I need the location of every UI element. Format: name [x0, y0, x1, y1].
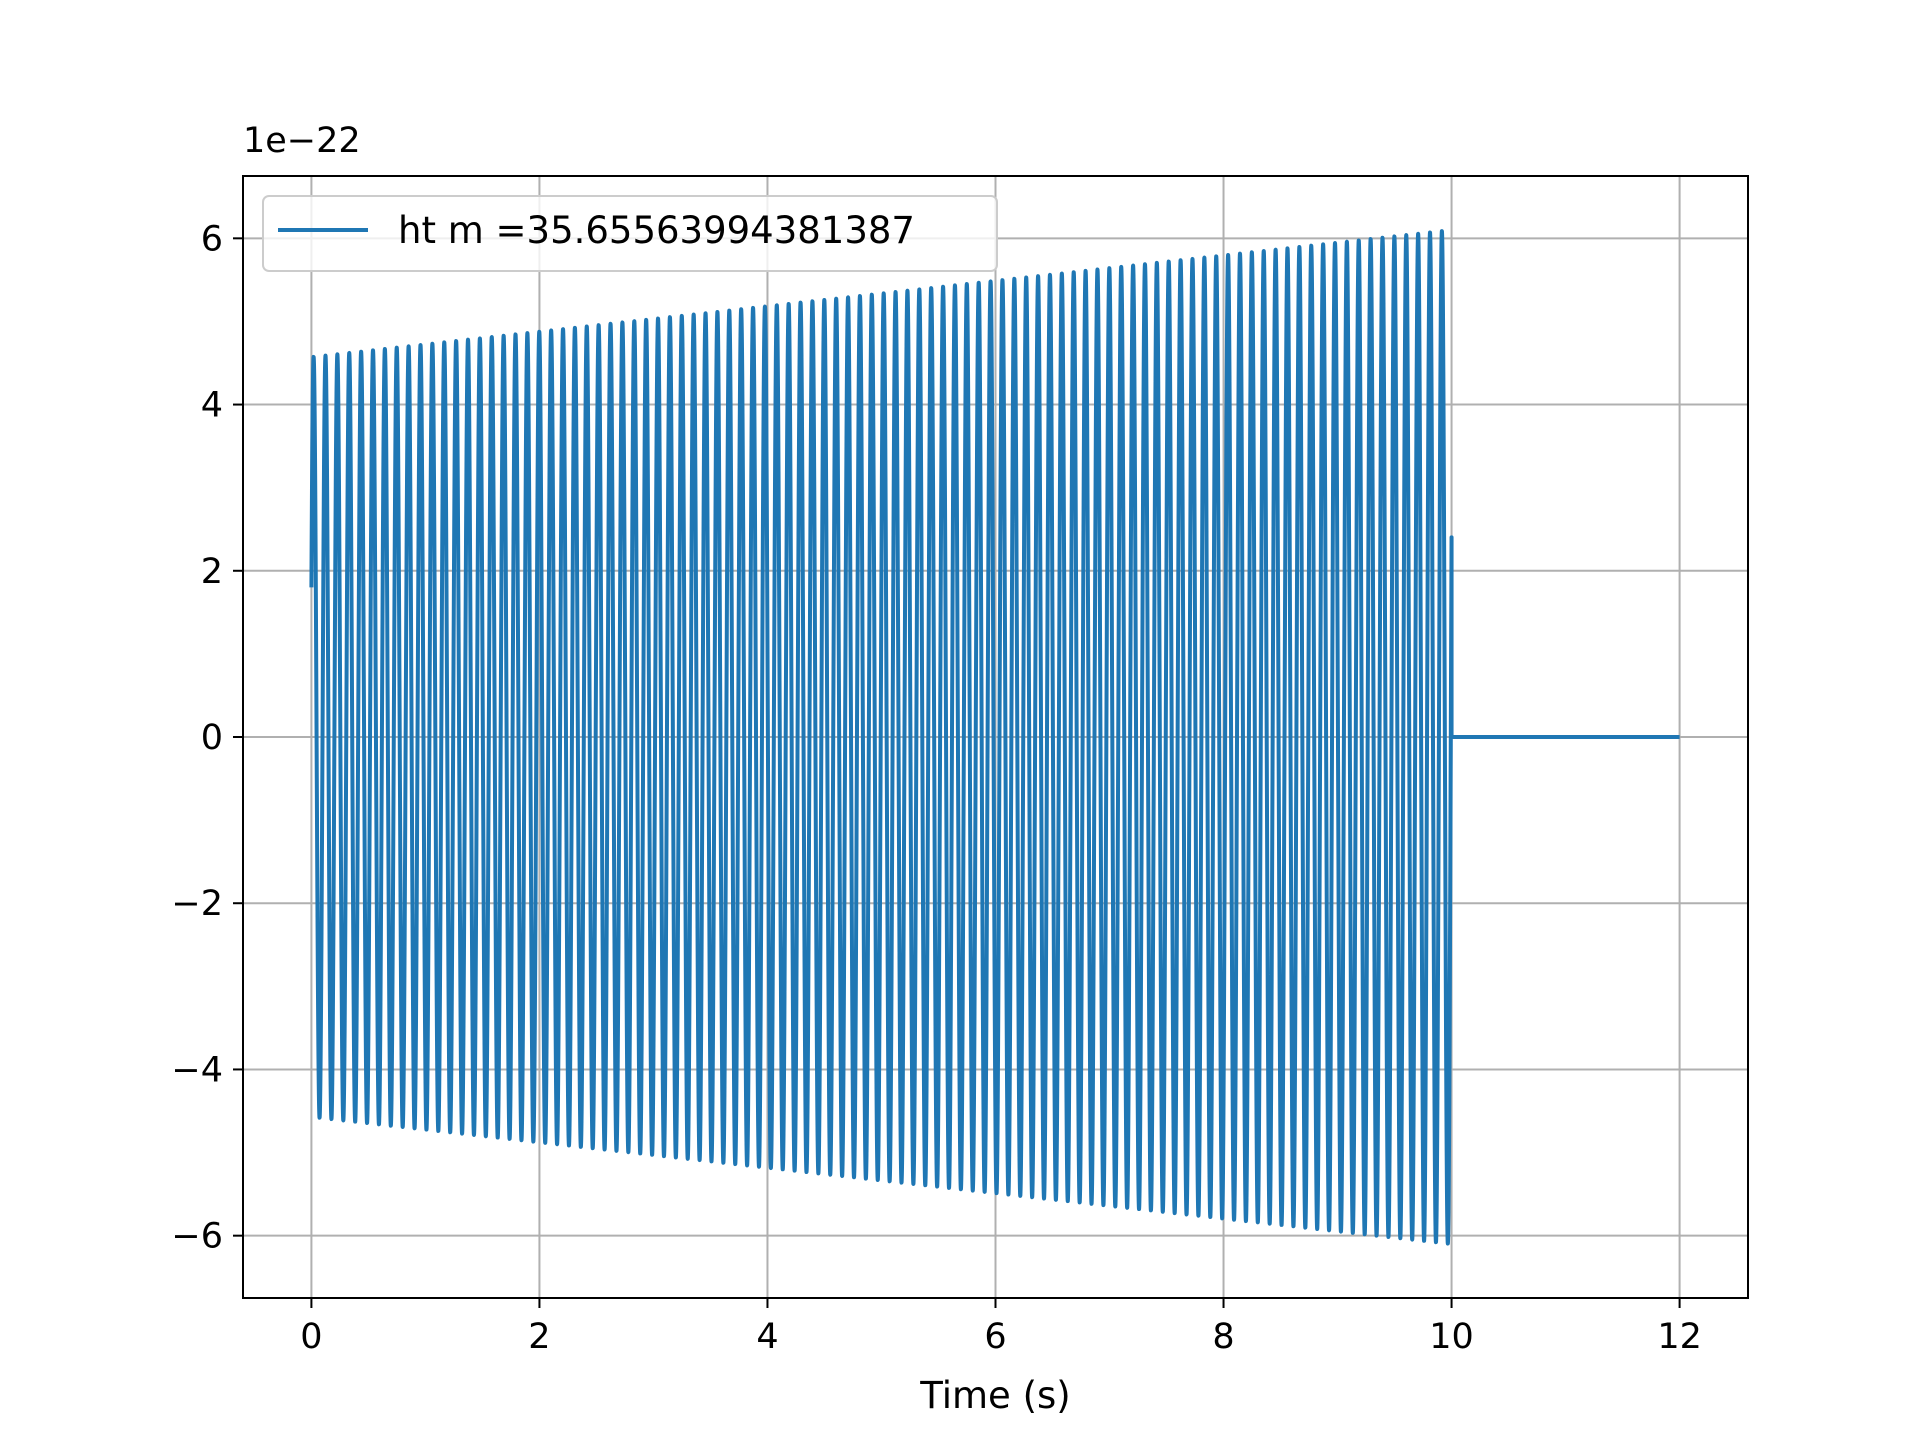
legend: ht m =35.65563994381387	[262, 195, 998, 272]
x-tick-label: 10	[1429, 1317, 1474, 1357]
y-tick-label: −4	[171, 1050, 223, 1090]
x-tick-label: 8	[1212, 1317, 1234, 1357]
x-tick-label: 12	[1657, 1317, 1702, 1357]
x-tick-label: 2	[528, 1317, 550, 1357]
y-tick-label: 0	[201, 718, 223, 758]
y-tick-label: −6	[171, 1217, 223, 1257]
ticks: 0 2 4 6 8 10 12 −6 −4 −2 0 2 4 6	[171, 219, 1701, 1357]
legend-box	[262, 195, 998, 272]
y-tick-label: 6	[201, 219, 223, 259]
x-axis-label: Time (s)	[919, 1374, 1070, 1417]
legend-label: ht m =35.65563994381387	[398, 209, 915, 252]
x-tick-label: 0	[300, 1317, 322, 1357]
y-tick-label: 4	[201, 386, 223, 426]
y-offset-text: 1e−22	[243, 121, 361, 161]
x-tick-label: 4	[756, 1317, 778, 1357]
y-tick-label: 2	[201, 552, 223, 592]
x-tick-label: 6	[984, 1317, 1006, 1357]
y-tick-label: −2	[171, 884, 223, 924]
series-line	[309, 229, 1680, 1246]
plot-area	[309, 229, 1680, 1246]
